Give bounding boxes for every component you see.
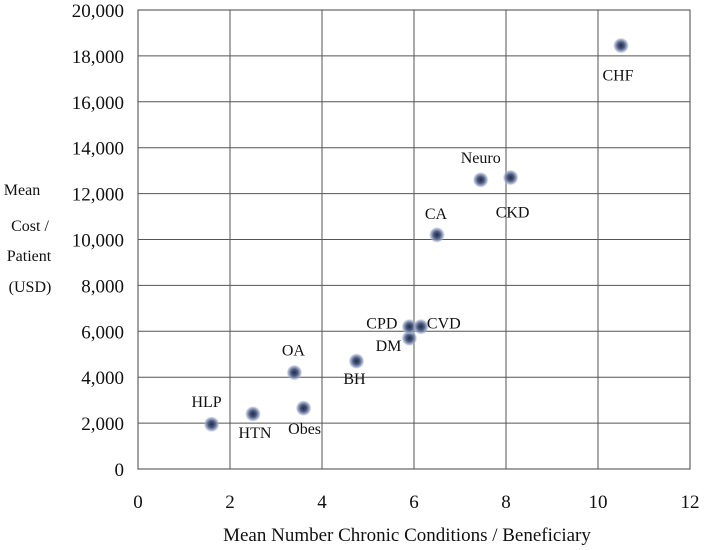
- y-axis-label-line: Patient: [7, 248, 52, 265]
- point-label: Obes: [288, 421, 321, 438]
- x-tick-label: 2: [225, 492, 235, 513]
- data-point: [203, 416, 220, 433]
- y-tick-label: 10,000: [72, 231, 124, 252]
- x-tick-label: 6: [409, 492, 419, 513]
- y-tick-label: 8,000: [81, 276, 124, 297]
- point-label: Neuro: [461, 150, 501, 167]
- point-label: CPD: [366, 316, 397, 333]
- y-tick-label: 12,000: [72, 185, 124, 206]
- point-label: CVD: [427, 316, 461, 333]
- point-label: BH: [343, 371, 366, 388]
- x-axis-label: Mean Number Chronic Conditions / Benefic…: [223, 525, 591, 546]
- x-tick-label: 4: [317, 492, 327, 513]
- y-tick-label: 20,000: [72, 1, 124, 22]
- point-label: OA: [282, 343, 306, 360]
- data-point: [412, 318, 429, 335]
- data-point: [401, 330, 418, 347]
- point-labels: HLP HTN Obes OA BH DM CPD CVD CA Neuro CKD CHF: [191, 68, 633, 442]
- x-tick-label: 8: [501, 492, 511, 513]
- y-tick-label: 18,000: [72, 47, 124, 68]
- y-tick-label: 6,000: [81, 322, 124, 343]
- y-tick-label: 2,000: [81, 414, 124, 435]
- point-label: HLP: [191, 394, 221, 411]
- y-axis-label-line: (USD): [9, 279, 52, 296]
- y-axis-ticks: 0 2,000 4,000 6,000 8,000 10,000 12,000 14,000 1…: [72, 1, 124, 481]
- data-point: [286, 364, 303, 381]
- point-label: CKD: [496, 205, 530, 222]
- y-axis-label: Mean Cost / Patient (USD): [4, 182, 52, 296]
- point-label: HTN: [239, 425, 272, 442]
- y-axis-label-line: Mean: [4, 182, 40, 199]
- data-point: [472, 171, 489, 188]
- x-tick-label: 12: [681, 492, 700, 513]
- y-tick-label: 0: [115, 460, 125, 481]
- y-axis-label-line: Cost /: [11, 218, 49, 235]
- x-tick-label: 10: [589, 492, 608, 513]
- y-tick-label: 14,000: [72, 139, 124, 160]
- data-point: [295, 400, 312, 417]
- point-label: CHF: [602, 68, 633, 85]
- x-tick-label: 0: [133, 492, 143, 513]
- y-tick-label: 16,000: [72, 93, 124, 114]
- data-point: [348, 353, 365, 370]
- data-point: [429, 226, 445, 243]
- data-point: [245, 405, 261, 422]
- point-label: CA: [425, 206, 448, 223]
- x-axis-ticks: 0 2 4 6 8 10 12: [133, 492, 699, 513]
- data-point: [613, 37, 629, 54]
- data-point: [502, 169, 519, 186]
- data-point: [401, 318, 418, 335]
- data-points: [203, 37, 629, 433]
- point-label: DM: [376, 338, 402, 355]
- grid-lines: [138, 10, 690, 469]
- y-tick-label: 4,000: [81, 368, 124, 389]
